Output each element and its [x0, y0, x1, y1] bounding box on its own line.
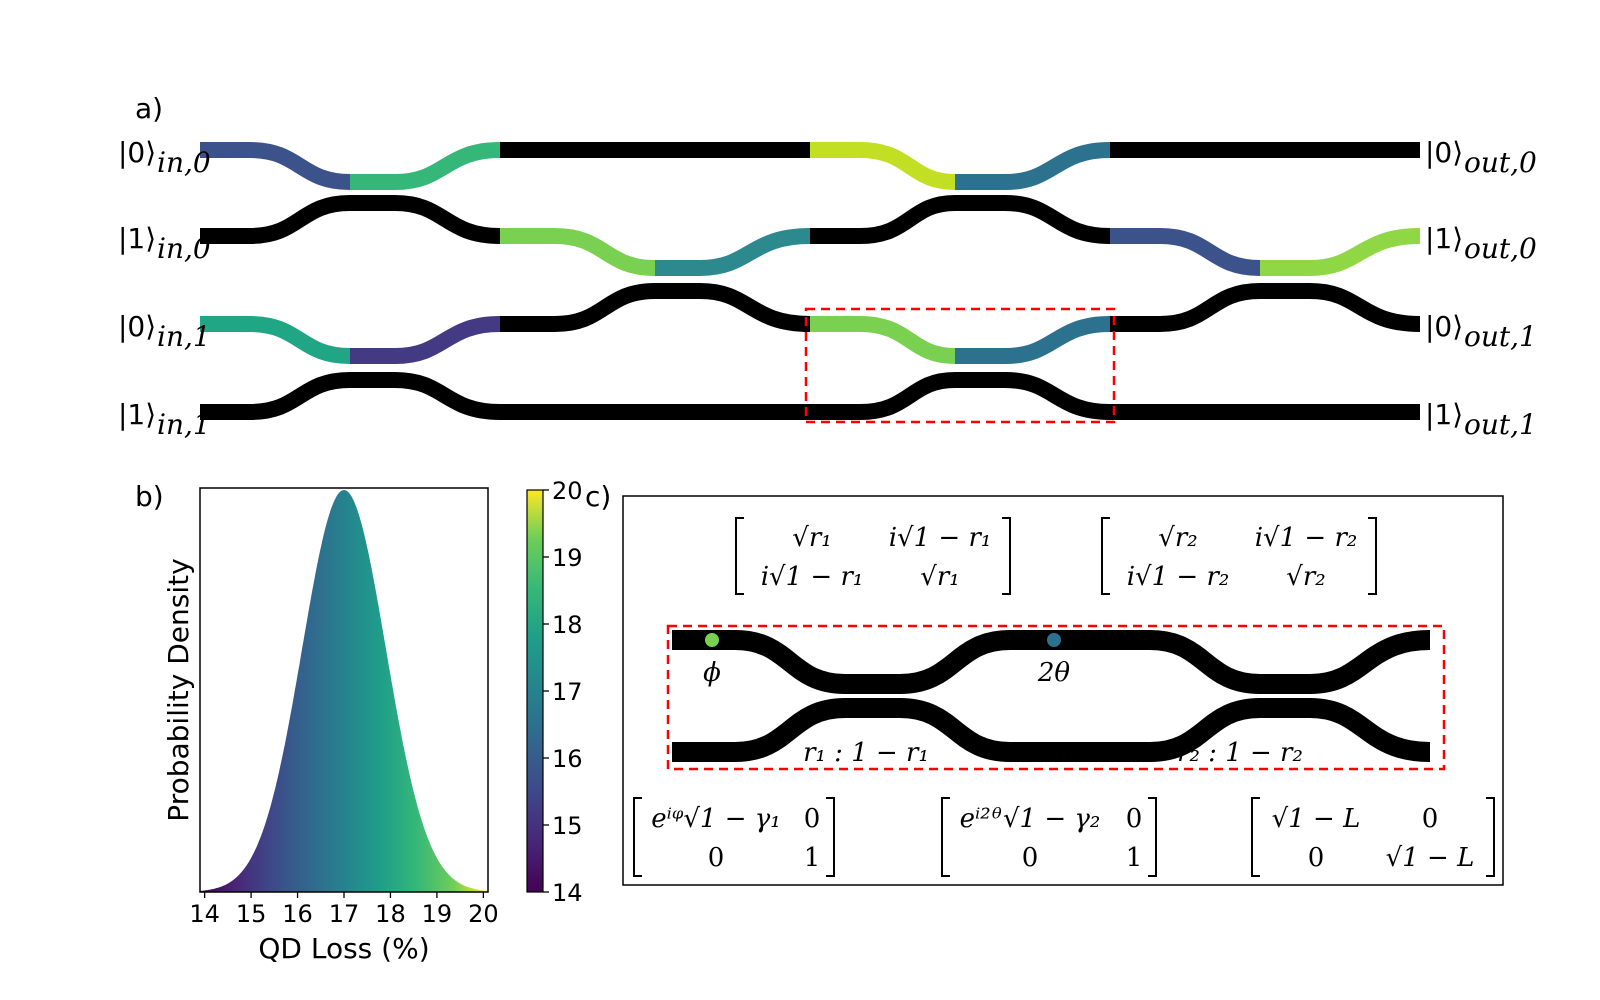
panel-label-b: b): [135, 480, 164, 513]
waveguide-m2-seg5: [955, 316, 1111, 364]
loss-m11: √1 − L: [1386, 843, 1475, 873]
theta-label: 2θ: [1037, 658, 1071, 688]
output-sub-0: out,0: [1464, 146, 1537, 179]
x-tick-label: 18: [375, 900, 406, 928]
ph1-m10: 0: [708, 843, 725, 873]
bs1-m10: i√1 − r₁: [761, 562, 864, 592]
loss-m00: √1 − L: [1272, 804, 1361, 834]
waveguide-m2-seg1: [200, 316, 351, 364]
output-ket-2: |0⟩: [1425, 310, 1463, 343]
bs1-matrix: √r₁ i√1 − r₁ i√1 − r₁ √r₁: [735, 517, 1011, 595]
x-axis-label: QD Loss (%): [258, 932, 429, 965]
ph1-m11: 1: [804, 843, 821, 873]
distribution-chart: 14 15 16 17 18 19 20 QD Loss (%) Probability D…: [162, 477, 583, 965]
waveguide-m1-seg4: [810, 195, 1111, 244]
waveguide-m1-seg1: [200, 195, 501, 244]
input-sub-1: in,0: [157, 232, 211, 265]
waveguide-m1-seg3: [655, 228, 811, 276]
colorbar-tick-label: 16: [552, 745, 583, 773]
loss-matrix: √1 − L 0 0 √1 − L: [1251, 797, 1495, 877]
colorbar-tick-label: 18: [552, 611, 583, 639]
waveguide-m2-seg4: [810, 316, 956, 364]
circuit-diagram: [200, 142, 1421, 420]
colorbar-tick-label: 19: [552, 544, 583, 572]
output-sub-1: out,0: [1464, 232, 1537, 265]
colorbar-tick-label: 20: [552, 477, 583, 505]
ph2-m11: 1: [1126, 843, 1143, 873]
phase2-matrix: eⁱ²ᶿ√1 − γ₂ 0 0 1: [941, 797, 1157, 877]
output-ket-0: |0⟩: [1425, 136, 1463, 169]
input-ket-2: |0⟩: [118, 310, 156, 343]
bs2-m00: √r₂: [1158, 523, 1197, 553]
waveguide-m2-seg2: [350, 316, 501, 364]
ratio1-label: r₁ : 1 − r₁: [803, 738, 929, 768]
waveguide-m0-seg2: [350, 142, 501, 190]
input-ket-3: |1⟩: [118, 398, 156, 431]
bs1-m11: √r₁: [920, 562, 959, 592]
ph1-m01: 0: [804, 804, 821, 834]
x-tick-label: 14: [189, 900, 220, 928]
waveguide-m0-seg1: [200, 142, 351, 190]
output-ket-1: |1⟩: [1425, 222, 1463, 255]
bs2-m01: i√1 − r₂: [1255, 523, 1358, 553]
panel-label-c: c): [585, 480, 611, 513]
output-sub-2: out,1: [1464, 320, 1537, 353]
output-labels: |0⟩ out,0 |1⟩ out,0 |0⟩ out,1 |1⟩ out,1: [1425, 136, 1537, 441]
waveguide-m3: [200, 372, 1420, 420]
output-ket-3: |1⟩: [1425, 398, 1463, 431]
input-ket-0: |0⟩: [118, 136, 156, 169]
density-area: [200, 490, 488, 892]
colorbar: [526, 489, 544, 893]
loss-m01: 0: [1422, 804, 1439, 834]
detail-frame: [622, 495, 1504, 886]
waveguide-m2-seg6: [1110, 283, 1421, 332]
colorbar-tick-label: 14: [552, 879, 583, 907]
theta-phase-dot: [1047, 633, 1061, 647]
loss-m10: 0: [1308, 843, 1325, 873]
input-ket-1: |1⟩: [118, 222, 156, 255]
input-sub-2: in,1: [157, 320, 211, 353]
colorbar-ticks: 14 15 16 17 18 19 20: [543, 477, 583, 907]
ph2-m01: 0: [1126, 804, 1143, 834]
highlight-box-a: [804, 307, 1116, 424]
waveguide-m1-seg6: [1260, 228, 1421, 276]
highlight-box-c: [666, 624, 1446, 771]
waveguide-m1-seg5: [1110, 228, 1261, 276]
input-sub-3: in,1: [157, 408, 211, 441]
detail-mzi: [672, 630, 1431, 762]
y-axis-label: Probability Density: [162, 558, 195, 821]
x-tick-label: 19: [422, 900, 453, 928]
colorbar-tick-label: 15: [552, 812, 583, 840]
waveguide-m0-seg5: [955, 142, 1111, 190]
input-labels: |0⟩ in,0 |1⟩ in,0 |0⟩ in,1 |1⟩ in,1: [118, 136, 211, 441]
phi-phase-dot: [705, 633, 719, 647]
bs1-m01: i√1 − r₁: [889, 523, 992, 553]
x-tick-label: 15: [236, 900, 267, 928]
detail-waveguide-bottom: [672, 698, 1431, 762]
detail-waveguide-top: [672, 630, 1431, 694]
x-tick-label: 20: [468, 900, 499, 928]
ratio2-label: r₂ : 1 − r₂: [1177, 738, 1303, 768]
input-sub-0: in,0: [157, 146, 211, 179]
bs2-m10: i√1 − r₂: [1127, 562, 1230, 592]
colorbar-tick-label: 17: [552, 678, 583, 706]
ph1-m00: eⁱᵠ√1 − γ₁: [651, 804, 780, 834]
x-tick-label: 17: [329, 900, 360, 928]
phi-label: ϕ: [703, 658, 721, 688]
waveguide-m2-seg3: [500, 283, 811, 332]
detail-panel: √r₁ i√1 − r₁ i√1 − r₁ √r₁ √r₂ i√1 − r₂ i…: [622, 495, 1504, 886]
output-sub-3: out,1: [1464, 408, 1537, 441]
waveguide-m0-seg4: [810, 142, 956, 190]
waveguide-m1-seg2: [500, 228, 656, 276]
ph2-m00: eⁱ²ᶿ√1 − γ₂: [960, 804, 1101, 834]
panel-label-a: a): [135, 92, 163, 125]
phase1-matrix: eⁱᵠ√1 − γ₁ 0 0 1: [633, 797, 835, 877]
bs2-matrix: √r₂ i√1 − r₂ i√1 − r₂ √r₂: [1101, 517, 1377, 595]
x-axis-ticks: 14 15 16 17 18 19 20: [189, 892, 499, 928]
x-tick-label: 16: [282, 900, 313, 928]
ph2-m10: 0: [1022, 843, 1039, 873]
bs2-m11: √r₂: [1286, 562, 1325, 592]
bs1-m00: √r₁: [792, 523, 831, 553]
